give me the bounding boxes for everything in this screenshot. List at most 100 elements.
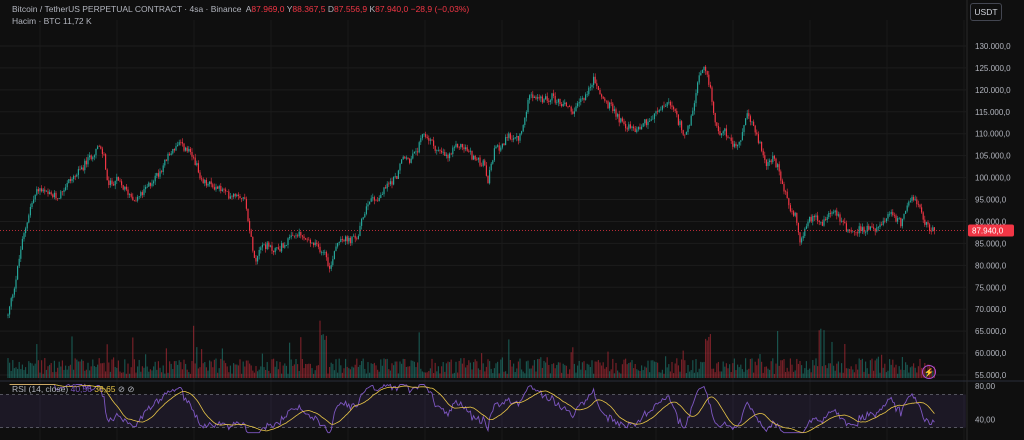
candle-body [773, 155, 775, 159]
volume-bar [305, 363, 307, 378]
price-axis-label[interactable]: 95.000,0 [975, 196, 1007, 205]
rsi-visibility-icons[interactable]: ⊘ ⊘ [117, 384, 135, 394]
candle-body [759, 141, 761, 143]
volume-bar [585, 370, 587, 378]
price-axis-label[interactable]: 90.000,0 [975, 217, 1007, 226]
candle-body [737, 144, 739, 147]
volume-bar [402, 358, 404, 378]
lightning-bolt-icon[interactable]: ⚡ [922, 365, 936, 379]
candle-body [452, 147, 454, 155]
candle-body [794, 212, 796, 216]
volume-bar [410, 360, 412, 378]
candle-body [401, 159, 403, 164]
price-axis-label[interactable]: 120.000,0 [975, 86, 1011, 95]
candle-body [365, 206, 367, 214]
candle-body [156, 173, 158, 176]
candle-body [157, 173, 159, 177]
volume-bar [586, 363, 588, 378]
candle-body [357, 235, 359, 239]
volume-bar [909, 367, 911, 378]
volume-bar [653, 361, 655, 378]
volume-bar [788, 371, 790, 378]
volume-bar [767, 368, 769, 378]
candle-body [577, 103, 579, 107]
volume-bar [258, 369, 260, 378]
price-axis-label[interactable]: 85.000,0 [975, 239, 1007, 248]
currency-button[interactable]: USDT [970, 3, 1002, 21]
volume-bar [796, 358, 798, 378]
candle-body [583, 97, 585, 100]
candle-body [180, 142, 182, 143]
candle-body [271, 245, 273, 251]
candle-body [866, 225, 868, 232]
volume-bar [538, 358, 540, 378]
volume-bar [329, 367, 331, 378]
volume-bar [73, 369, 75, 378]
volume-bar [868, 373, 870, 378]
volume-bar [471, 369, 473, 378]
candle-body [625, 124, 627, 129]
price-axis-label[interactable]: 55.000,0 [975, 371, 1007, 380]
volume-bar [213, 359, 215, 378]
price-axis-label[interactable]: 75.000,0 [975, 283, 1007, 292]
volume-bar [805, 361, 807, 378]
candle-body [725, 128, 727, 137]
candle-body [391, 181, 393, 185]
candle-body [109, 180, 111, 186]
candle-body [545, 96, 547, 100]
volume-bar [737, 364, 739, 378]
price-axis-label[interactable]: 125.000,0 [975, 64, 1011, 73]
candle-body [351, 236, 353, 244]
candle-body [541, 96, 543, 103]
volume-bar [301, 358, 303, 378]
price-axis-label[interactable]: 65.000,0 [975, 327, 1007, 336]
volume-bar [458, 360, 460, 378]
price-axis-label[interactable]: 105.000,0 [975, 152, 1011, 161]
price-axis[interactable]: 130.000,0 125.000,0 120.000,0 115.000,0 110.… [966, 0, 1011, 440]
candle-body [89, 155, 91, 158]
candle-body [44, 189, 46, 192]
candle-body [77, 169, 79, 175]
candle-body [714, 112, 716, 123]
volume-bar [501, 357, 503, 378]
price-axis-label[interactable]: 80.000,0 [975, 261, 1007, 270]
candle-body [847, 229, 849, 232]
price-axis-label[interactable]: 60.000,0 [975, 349, 1007, 358]
volume-bar [564, 365, 566, 378]
price-axis-label[interactable]: 100.000,0 [975, 174, 1011, 183]
rsi-name[interactable]: RSI (14, close) [12, 384, 69, 394]
interval-label[interactable]: 4sa [189, 4, 204, 14]
candle-body [66, 183, 68, 188]
candle-body [881, 224, 883, 226]
volume-bar [434, 362, 436, 378]
volume-bar [229, 365, 231, 378]
volume-bar [797, 363, 799, 378]
price-axis-label[interactable]: 115.000,0 [975, 108, 1011, 117]
volume-bar [817, 366, 819, 378]
candle-body [300, 231, 302, 236]
price-axis-label[interactable]: 70.000,0 [975, 305, 1007, 314]
price-axis-label[interactable]: 130.000,0 [975, 42, 1011, 51]
candle-body [346, 236, 348, 242]
volume-bar [666, 367, 668, 378]
price-axis-label[interactable]: 110.000,0 [975, 130, 1011, 139]
candle-body [609, 102, 611, 109]
volume-bar [341, 372, 343, 378]
candle-body [124, 186, 126, 190]
symbol-name[interactable]: Bitcoin / TetherUS PERPETUAL CONTRACT [12, 4, 182, 14]
volume-bar [109, 371, 111, 378]
candle-body [257, 255, 259, 262]
candle-body [727, 136, 729, 138]
volume-bar [338, 358, 340, 378]
volume-bar [9, 362, 11, 378]
volume-bar [639, 370, 641, 378]
volume-label[interactable]: Hacim · BTC [12, 16, 61, 26]
volume-bar [716, 363, 718, 378]
rsi-pane[interactable]: 80,00 40,00 [0, 380, 1024, 434]
candle-body [73, 176, 75, 179]
candle-body [879, 224, 881, 228]
price-candles[interactable] [7, 64, 935, 319]
last-price-line: 87.940,0 [0, 224, 1014, 237]
candle-body [186, 147, 188, 152]
